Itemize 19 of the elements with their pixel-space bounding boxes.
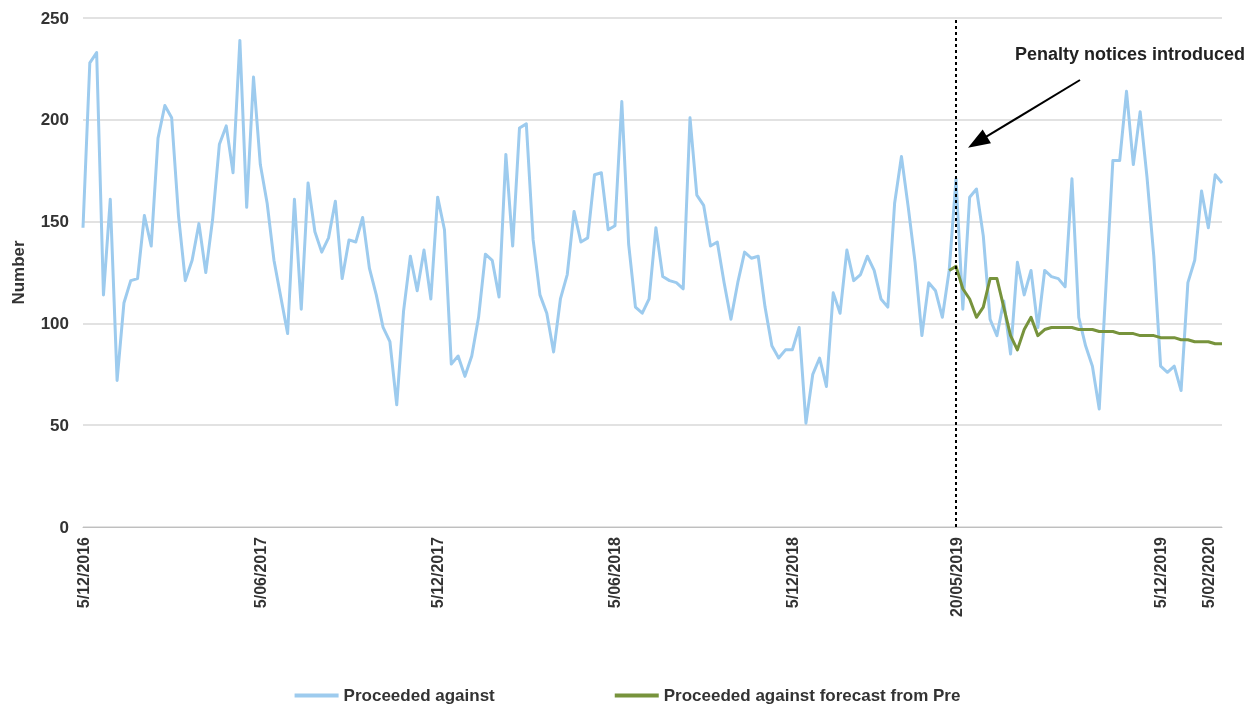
y-tick-label: 150 <box>40 212 69 232</box>
x-tick-label: 5/06/2017 <box>251 536 269 609</box>
x-tick-label: 5/12/2018 <box>783 536 801 609</box>
x-tick-label: 5/12/2016 <box>74 536 92 609</box>
y-tick-label: 100 <box>40 313 69 333</box>
y-tick-label: 200 <box>40 110 69 130</box>
y-tick-label: 50 <box>50 415 69 435</box>
y-tick-label: 0 <box>59 517 69 537</box>
legend-label: Proceeded against <box>343 686 496 705</box>
x-tick-label: 5/02/2020 <box>1199 536 1217 609</box>
y-tick-label: 250 <box>40 8 69 28</box>
x-tick-label: 5/12/2019 <box>1152 536 1170 609</box>
annotation: Penalty notices introduced <box>1014 44 1245 64</box>
x-tick-label: 5/06/2018 <box>606 536 624 609</box>
y-axis-title: Number <box>9 240 28 305</box>
x-tick-label: 5/12/2017 <box>429 536 447 609</box>
x-tick-label: 20/05/2019 <box>947 536 965 618</box>
legend-label: Proceeded against forecast from Pre <box>663 686 961 705</box>
line-series <box>947 264 1224 352</box>
